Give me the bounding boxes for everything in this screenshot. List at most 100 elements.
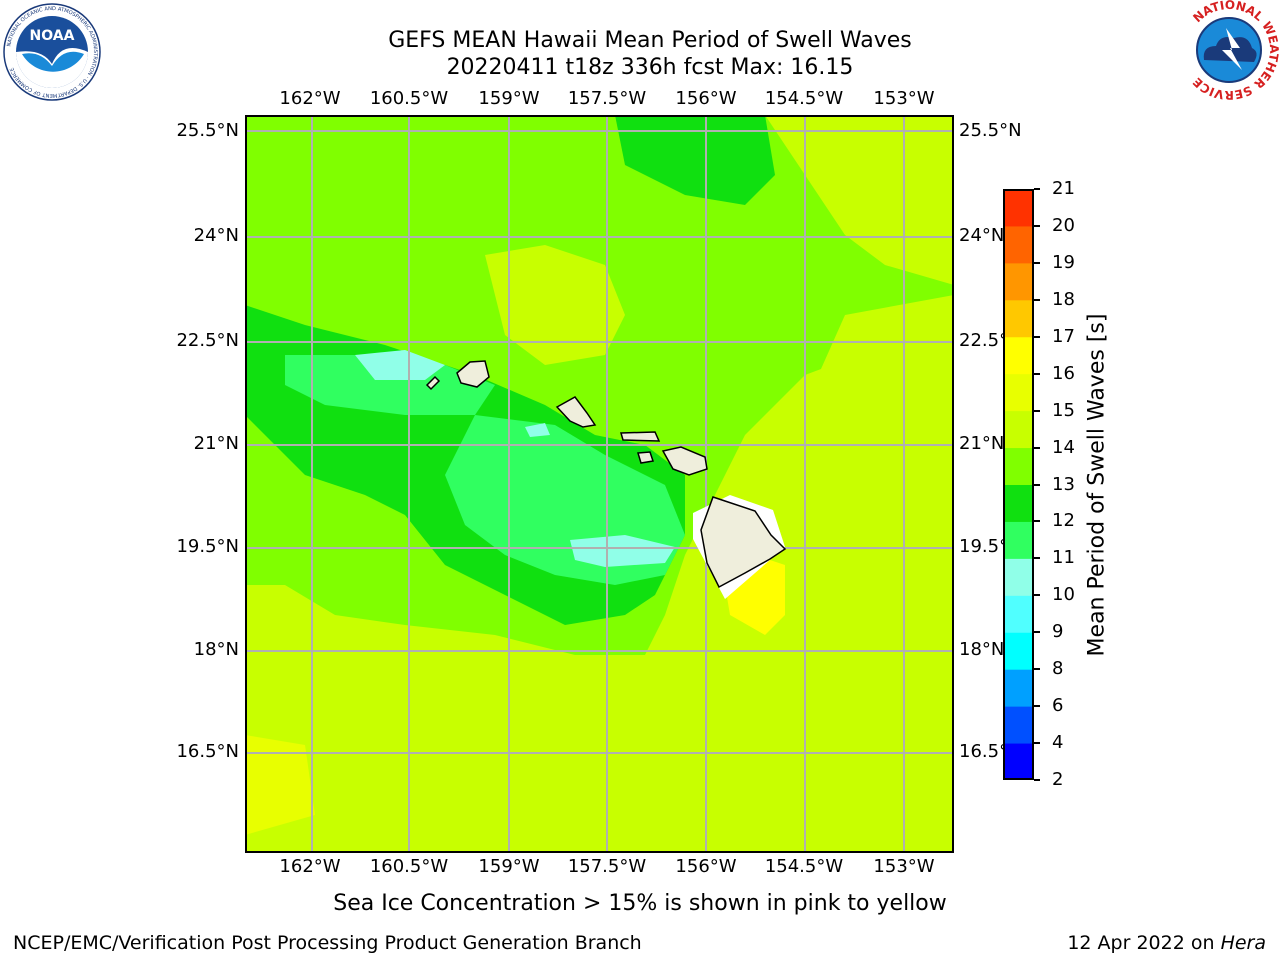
lat-label-left: 24°N (193, 225, 239, 246)
island-hawaii (700, 496, 787, 589)
colorbar-cell (1003, 336, 1034, 375)
colorbar-tick-mark (1034, 409, 1040, 412)
colorbar-tick-mark (1034, 705, 1040, 708)
field-10s (570, 535, 675, 567)
colorbar-cell (1003, 484, 1034, 522)
field-10s (525, 423, 550, 437)
colorbar-cell (1003, 189, 1034, 227)
colorbar-cell (1003, 706, 1034, 744)
colorbar-tick-label: 15 (1052, 399, 1075, 421)
lon-label-bottom: 160.5°W (369, 856, 449, 877)
colorbar-tick-label: 11 (1052, 547, 1075, 569)
colorbar-tick-mark (1034, 779, 1040, 781)
lon-label-bottom: 159°W (478, 856, 540, 877)
field-12s (615, 115, 775, 205)
field-11s (285, 355, 495, 415)
colorbar-tick-label: 14 (1052, 436, 1075, 458)
colorbar-cell (1003, 410, 1034, 449)
lat-label-left: 18°N (193, 639, 239, 660)
lon-label-bottom: 162°W (279, 856, 341, 877)
lon-label-top: 156°W (675, 88, 737, 109)
colorbar-tick-mark (1034, 594, 1040, 597)
lat-label-left: 16.5°N (176, 741, 239, 762)
lat-label-right: 21°N (959, 433, 1005, 454)
lat-label-left: 22.5°N (176, 330, 239, 351)
lon-label-bottom: 157.5°W (567, 856, 647, 877)
colorbar-cell (1003, 595, 1034, 633)
island-molokai (620, 431, 661, 442)
colorbar-cell (1003, 225, 1034, 264)
field-15s (245, 735, 315, 835)
island-kauai (456, 360, 490, 388)
lon-label-bottom: 153°W (873, 856, 935, 877)
colorbar-tick-label: 8 (1052, 658, 1064, 680)
map-frame (245, 115, 954, 853)
lon-label-top: 160.5°W (369, 88, 449, 109)
colorbar-tick-mark (1034, 188, 1040, 190)
noaa-logo: NOAA NATIONAL OCEANIC AND ATMOSPHERIC AD… (3, 3, 101, 101)
colorbar-cell (1003, 521, 1034, 559)
lat-label-left: 21°N (193, 433, 239, 454)
lon-label-bottom: 154.5°W (764, 856, 844, 877)
nws-logo: NATIONAL WEATHER SERVICE (1181, 0, 1280, 100)
footer-host: Hera (1220, 932, 1266, 954)
title-line-2: 20220411 t18z 336h fcst Max: 16.15 (446, 55, 854, 80)
title-line-1: GEFS MEAN Hawaii Mean Period of Swell Wa… (388, 28, 912, 53)
lon-label-bottom: 156°W (675, 856, 737, 877)
colorbar-tick-label: 16 (1052, 362, 1075, 384)
colorbar-cell (1003, 262, 1034, 301)
graticule (245, 115, 954, 853)
lat-label-right: 18°N (959, 639, 1005, 660)
colorbar-tick-mark (1034, 483, 1040, 486)
colorbar-tick-label: 9 (1052, 621, 1064, 643)
colorbar-tick-label: 2 (1052, 769, 1064, 790)
island-oahu (555, 396, 597, 428)
swell-period-map (245, 115, 954, 853)
noaa-logo-text: NOAA (30, 28, 75, 44)
colorbar-cell (1003, 743, 1034, 780)
colorbar-cell (1003, 558, 1034, 596)
colorbar-tick-mark (1034, 298, 1040, 301)
colorbar-tick-mark (1034, 631, 1040, 634)
lat-label-right: 24°N (959, 225, 1005, 246)
colorbar-tick-label: 10 (1052, 584, 1075, 606)
colorbar-tick-mark (1034, 261, 1040, 264)
colorbar-tick-mark (1034, 372, 1040, 375)
colorbar-tick-mark (1034, 224, 1040, 227)
colorbar-cell (1003, 669, 1034, 707)
lat-label-right: 25.5°N (959, 120, 1022, 141)
colorbar-tick-label: 12 (1052, 510, 1075, 532)
lat-label-left: 19.5°N (176, 536, 239, 557)
colorbar-tick-label: 17 (1052, 325, 1075, 347)
footer-left: NCEP/EMC/Verification Post Processing Pr… (13, 932, 642, 954)
island-maui (661, 446, 708, 476)
colorbar-cell (1003, 373, 1034, 412)
colorbar-tick-label: 20 (1052, 214, 1075, 236)
colorbar (1003, 189, 1034, 780)
colorbar-tick-label: 4 (1052, 732, 1064, 754)
island-lanai (637, 451, 654, 464)
colorbar-tick-mark (1034, 668, 1040, 671)
lon-label-top: 162°W (279, 88, 341, 109)
colorbar-label: Mean Period of Swell Waves [s] (1084, 313, 1110, 657)
hawaiian-islands (425, 360, 787, 599)
colorbar-tick-label: 6 (1052, 695, 1064, 717)
colorbar-tick-mark (1034, 520, 1040, 523)
colorbar-tick-mark (1034, 742, 1040, 745)
colorbar-cell (1003, 299, 1034, 338)
island-niihau (425, 375, 441, 391)
lon-label-top: 154.5°W (764, 88, 844, 109)
field-14s-patch (485, 245, 625, 365)
lon-label-top: 159°W (478, 88, 540, 109)
colorbar-tick-label: 19 (1052, 251, 1075, 273)
colorbar-tick-label: 21 (1052, 178, 1075, 199)
colorbar-tick-mark (1034, 335, 1040, 338)
colorbar-tick-mark (1034, 557, 1040, 560)
footer-right: 12 Apr 2022 on Hera (1067, 932, 1266, 954)
lat-label-left: 25.5°N (176, 120, 239, 141)
sea-ice-note: Sea Ice Concentration > 15% is shown in … (333, 891, 947, 916)
colorbar-tick-label: 18 (1052, 288, 1075, 310)
colorbar-tick-label: 13 (1052, 473, 1075, 495)
field-14s-patch (805, 295, 954, 415)
colorbar-frame (1003, 189, 1034, 780)
